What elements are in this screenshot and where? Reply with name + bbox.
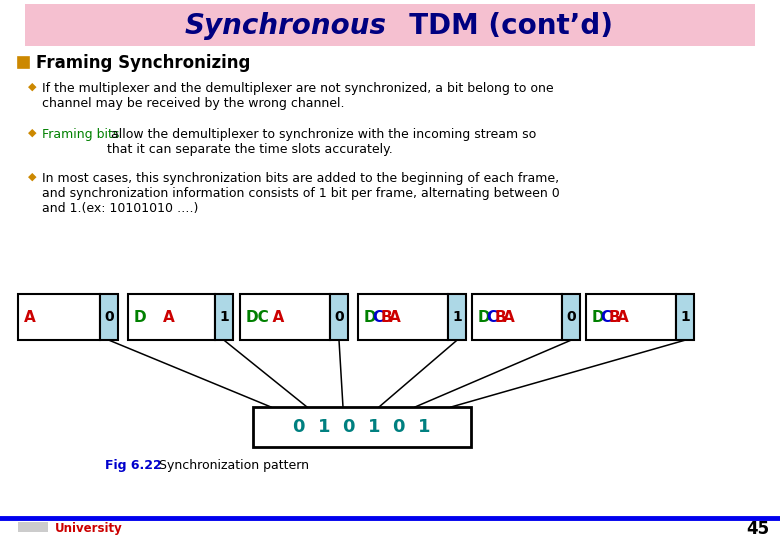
Text: TDM (cont’d): TDM (cont’d) <box>390 12 613 40</box>
Text: Framing Synchronizing: Framing Synchronizing <box>36 54 250 72</box>
Text: C: C <box>600 310 612 325</box>
Text: B: B <box>495 310 506 325</box>
Text: In most cases, this synchronization bits are added to the beginning of each fram: In most cases, this synchronization bits… <box>42 172 560 214</box>
Text: D: D <box>478 310 491 325</box>
Bar <box>586 294 676 340</box>
Text: D: D <box>364 310 377 325</box>
Text: If the multiplexer and the demultiplexer are not synchronized, a bit belong to o: If the multiplexer and the demultiplexer… <box>42 82 554 110</box>
Bar <box>472 294 562 340</box>
Bar <box>253 407 471 447</box>
Bar <box>25 4 755 46</box>
Text: Synchronous: Synchronous <box>185 12 387 40</box>
Text: 1: 1 <box>452 310 462 324</box>
Text: 0: 0 <box>566 310 576 324</box>
Text: 0  1  0  1  0  1: 0 1 0 1 0 1 <box>293 418 431 436</box>
Text: Synchronization pattern: Synchronization pattern <box>151 459 310 472</box>
Text: B: B <box>381 310 392 325</box>
Bar <box>240 294 330 340</box>
Text: DC: DC <box>246 310 270 325</box>
Text: A: A <box>388 310 400 325</box>
Text: ◆: ◆ <box>28 127 37 138</box>
Text: 0: 0 <box>105 310 114 324</box>
Text: 1: 1 <box>680 310 690 324</box>
Text: B: B <box>608 310 620 325</box>
Bar <box>128 294 215 340</box>
Bar <box>562 294 580 340</box>
Bar <box>18 522 48 532</box>
Bar <box>676 294 694 340</box>
Bar <box>100 294 118 340</box>
Text: Framing bits: Framing bits <box>42 127 119 141</box>
Text: ◆: ◆ <box>28 172 37 181</box>
Text: D: D <box>134 310 147 325</box>
Text: ◆: ◆ <box>28 82 37 92</box>
Text: 0: 0 <box>334 310 344 324</box>
Bar <box>448 294 466 340</box>
Text: 45: 45 <box>746 519 770 538</box>
Text: A: A <box>24 310 36 325</box>
Text: C: C <box>372 310 383 325</box>
Text: A: A <box>142 310 175 325</box>
Text: A: A <box>617 310 629 325</box>
Text: 1: 1 <box>219 310 229 324</box>
Text: D: D <box>592 310 604 325</box>
Bar <box>330 294 348 340</box>
Text: C: C <box>486 310 498 325</box>
Text: allow the demultiplexer to synchronize with the incoming stream so
that it can s: allow the demultiplexer to synchronize w… <box>108 127 537 156</box>
Text: A: A <box>262 310 285 325</box>
Bar <box>215 294 233 340</box>
Bar <box>18 294 100 340</box>
Text: Fig 6.22: Fig 6.22 <box>105 459 161 472</box>
Text: University: University <box>55 522 122 535</box>
Bar <box>18 57 29 68</box>
Text: A: A <box>502 310 514 325</box>
Bar <box>358 294 448 340</box>
